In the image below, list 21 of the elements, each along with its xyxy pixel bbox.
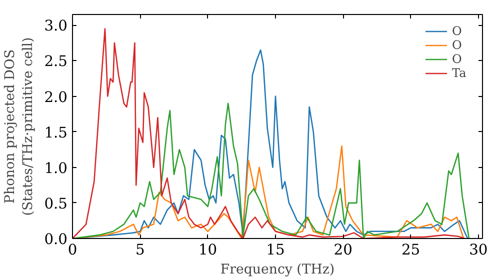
legend-label: Ta bbox=[452, 66, 468, 80]
legend-label: O bbox=[452, 38, 463, 52]
legend-label: O bbox=[452, 52, 463, 66]
x-tick-label: 20 bbox=[334, 242, 352, 258]
y-tick-label: 2.0 bbox=[44, 88, 68, 106]
y-tick-label: 0.5 bbox=[44, 195, 68, 212]
x-tick-label: 25 bbox=[401, 242, 420, 258]
x-tick-label: 10 bbox=[198, 242, 218, 258]
x-tick-label: 0 bbox=[68, 242, 78, 258]
x-axis-title: Frequency (THz) bbox=[220, 262, 335, 278]
y-tick-label: 1.5 bbox=[44, 124, 68, 142]
y-tick-label: 0.0 bbox=[44, 231, 68, 248]
legend-label: O bbox=[452, 24, 463, 38]
line-series bbox=[72, 102, 470, 238]
x-tick-label: 5 bbox=[135, 242, 145, 258]
x-tick-label: 15 bbox=[266, 242, 285, 258]
y-tick-label: 2.5 bbox=[44, 53, 68, 70]
y-axis-title: Phonon projected DOS (States/THz·primitive cell) bbox=[3, 37, 36, 216]
y-tick-label: 1.0 bbox=[44, 160, 68, 177]
y-tick-label: 3.0 bbox=[44, 18, 68, 35]
x-tick-label: 30 bbox=[469, 242, 488, 258]
